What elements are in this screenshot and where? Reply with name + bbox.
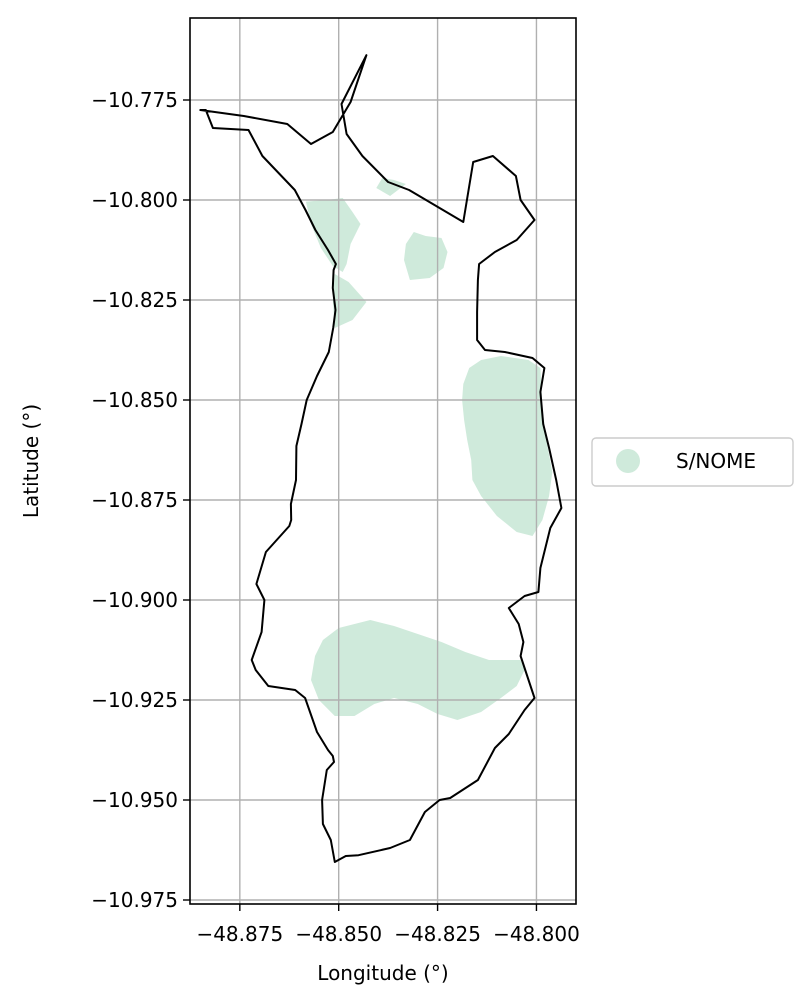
- y-tick-label-2: −10.800: [91, 188, 178, 212]
- legend: S/NOME: [591, 437, 794, 487]
- boundary-layer: [199, 54, 563, 863]
- y-tick-label-3: −10.825: [91, 288, 178, 312]
- region-s-nome-2: [376, 178, 406, 196]
- y-tick-label-9: −10.975: [91, 888, 178, 912]
- y-tick-label-7: −10.925: [91, 688, 178, 712]
- legend-label-s-nome: S/NOME: [676, 449, 756, 473]
- x-tick-label-3: −48.825: [394, 922, 481, 946]
- x-tick-label-4: −48.800: [493, 922, 580, 946]
- x-tick-label-2: −48.850: [295, 922, 382, 946]
- y-tick-label-8: −10.950: [91, 788, 178, 812]
- region-s-nome-1: [305, 198, 361, 272]
- region-s-nome-5: [462, 356, 553, 536]
- region-s-nome-3: [404, 232, 448, 280]
- x-axis-title: Longitude (°): [317, 961, 448, 985]
- x-axis-ticks: −48.875 −48.850 −48.825 −48.800: [196, 904, 580, 946]
- y-tick-label-1: −10.775: [91, 88, 178, 112]
- y-tick-label-5: −10.875: [91, 488, 178, 512]
- y-tick-label-4: −10.850: [91, 388, 178, 412]
- y-axis-title: Latitude (°): [19, 404, 43, 518]
- grid-layer: [190, 18, 576, 904]
- region-s-nome-4: [332, 274, 367, 328]
- y-tick-label-6: −10.900: [91, 588, 178, 612]
- plot-area: [189, 17, 577, 905]
- legend-frame: [591, 437, 794, 487]
- legend-marker-s-nome: [616, 449, 640, 473]
- watershed-boundary: [199, 54, 563, 863]
- y-axis-ticks: −10.775 −10.800 −10.825 −10.850 −10.875 −10.9…: [91, 88, 190, 912]
- regions-layer: [305, 178, 553, 720]
- plot-frame: [189, 17, 577, 905]
- x-tick-label-1: −48.875: [196, 922, 283, 946]
- region-s-nome-6: [311, 620, 525, 720]
